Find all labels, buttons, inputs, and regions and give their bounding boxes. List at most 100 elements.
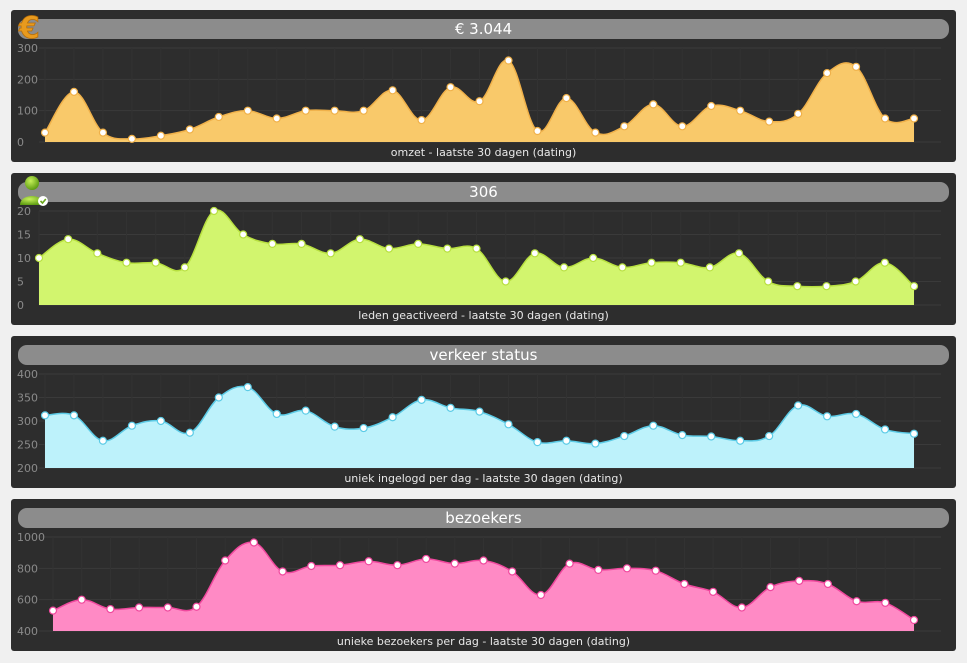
data-point[interactable] xyxy=(192,602,201,611)
data-point[interactable] xyxy=(909,429,919,438)
data-point[interactable] xyxy=(766,583,775,592)
data-point[interactable] xyxy=(676,258,685,267)
data-point[interactable] xyxy=(708,587,718,596)
data-point[interactable] xyxy=(93,249,102,258)
data-point[interactable] xyxy=(239,230,248,239)
data-point[interactable] xyxy=(765,431,774,441)
data-point[interactable] xyxy=(77,595,86,604)
data-point[interactable] xyxy=(446,403,455,412)
data-point[interactable] xyxy=(355,235,364,244)
data-point[interactable] xyxy=(69,411,79,420)
data-point[interactable] xyxy=(151,258,160,267)
data-point[interactable] xyxy=(795,576,804,585)
data-point[interactable] xyxy=(221,556,230,565)
data-point[interactable] xyxy=(156,131,165,140)
data-point[interactable] xyxy=(127,134,137,143)
data-point[interactable] xyxy=(301,106,310,115)
data-point[interactable] xyxy=(307,561,316,571)
data-point[interactable] xyxy=(705,263,714,272)
data-point[interactable] xyxy=(736,106,745,115)
data-point[interactable] xyxy=(417,115,426,125)
data-point[interactable] xyxy=(536,590,546,600)
data-point[interactable] xyxy=(359,423,368,433)
data-point[interactable] xyxy=(851,62,861,71)
data-point[interactable] xyxy=(272,409,281,419)
data-point[interactable] xyxy=(98,128,108,137)
data-point[interactable] xyxy=(909,114,919,123)
data-point[interactable] xyxy=(764,277,773,286)
data-point[interactable] xyxy=(647,258,656,267)
data-point[interactable] xyxy=(707,101,716,111)
data-point[interactable] xyxy=(34,253,44,263)
data-point[interactable] xyxy=(562,94,571,103)
data-point[interactable] xyxy=(591,439,600,448)
data-point[interactable] xyxy=(909,615,919,625)
data-point[interactable] xyxy=(163,603,172,612)
data-point[interactable] xyxy=(98,436,108,445)
data-point[interactable] xyxy=(364,557,373,566)
data-point[interactable] xyxy=(359,106,368,115)
data-point[interactable] xyxy=(591,128,600,137)
data-point[interactable] xyxy=(272,114,281,123)
data-point[interactable] xyxy=(330,106,339,115)
data-point[interactable] xyxy=(589,253,598,263)
data-point[interactable] xyxy=(127,421,137,430)
data-point[interactable] xyxy=(620,431,629,441)
data-point[interactable] xyxy=(122,258,131,267)
data-point[interactable] xyxy=(297,239,306,249)
data-point[interactable] xyxy=(69,87,79,96)
data-point[interactable] xyxy=(822,412,832,421)
data-point[interactable] xyxy=(651,566,660,575)
data-point[interactable] xyxy=(736,436,745,445)
data-point[interactable] xyxy=(214,393,223,402)
data-point[interactable] xyxy=(822,68,832,78)
data-point[interactable] xyxy=(559,263,569,272)
data-point[interactable] xyxy=(793,282,802,291)
data-point[interactable] xyxy=(388,86,397,95)
data-point[interactable] xyxy=(268,239,277,249)
data-point[interactable] xyxy=(335,561,345,570)
data-point[interactable] xyxy=(393,561,402,570)
data-point[interactable] xyxy=(504,56,513,65)
data-point[interactable] xyxy=(414,239,423,249)
data-point[interactable] xyxy=(243,383,252,392)
data-point[interactable] xyxy=(823,579,833,589)
data-point[interactable] xyxy=(185,125,194,134)
data-point[interactable] xyxy=(135,603,144,612)
data-point[interactable] xyxy=(501,277,510,286)
data-point[interactable] xyxy=(180,263,189,272)
data-point[interactable] xyxy=(388,413,397,422)
data-point[interactable] xyxy=(649,100,658,109)
data-point[interactable] xyxy=(326,249,335,258)
data-point[interactable] xyxy=(40,411,50,420)
data-point[interactable] xyxy=(851,277,860,286)
data-point[interactable] xyxy=(475,97,484,106)
data-point[interactable] xyxy=(880,258,889,267)
data-point[interactable] xyxy=(446,83,455,92)
data-point[interactable] xyxy=(794,109,803,118)
data-point[interactable] xyxy=(443,244,452,253)
data-point[interactable] xyxy=(737,603,746,612)
data-point[interactable] xyxy=(765,117,774,126)
data-point[interactable] xyxy=(504,420,513,429)
data-point[interactable] xyxy=(185,428,194,437)
data-point[interactable] xyxy=(794,401,803,410)
data-point[interactable] xyxy=(618,263,627,272)
data-point[interactable] xyxy=(594,565,603,575)
data-point[interactable] xyxy=(851,409,861,419)
data-point[interactable] xyxy=(301,406,310,415)
data-point[interactable] xyxy=(649,421,658,430)
data-point[interactable] xyxy=(48,606,58,615)
data-point[interactable] xyxy=(479,556,488,565)
data-point[interactable] xyxy=(707,432,716,441)
data-point[interactable] xyxy=(533,126,542,136)
data-point[interactable] xyxy=(330,422,339,431)
data-point[interactable] xyxy=(106,604,115,614)
data-point[interactable] xyxy=(472,244,481,253)
data-point[interactable] xyxy=(734,249,744,258)
data-point[interactable] xyxy=(680,579,689,589)
data-point[interactable] xyxy=(450,559,459,568)
data-point[interactable] xyxy=(249,538,258,547)
data-point[interactable] xyxy=(209,206,219,216)
data-point[interactable] xyxy=(278,567,287,576)
